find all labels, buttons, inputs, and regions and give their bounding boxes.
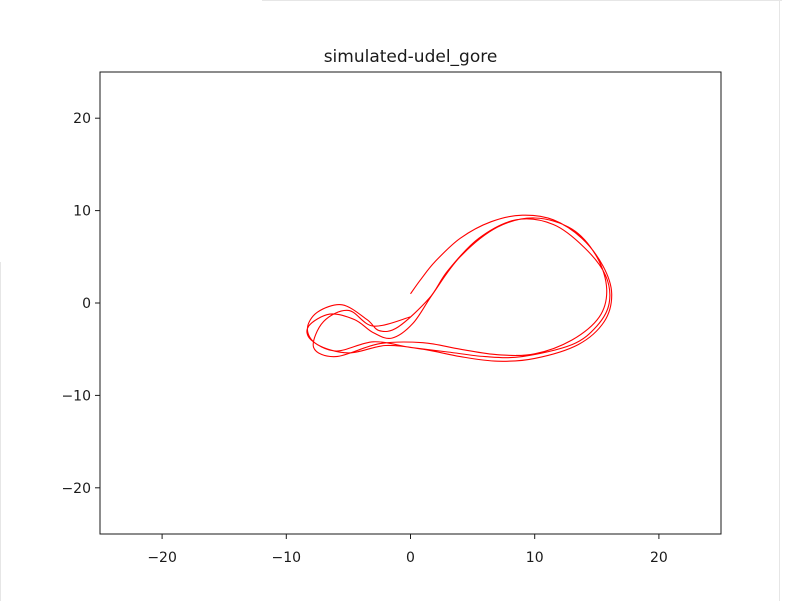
y-tick-label: 20	[73, 111, 91, 127]
plot-area	[99, 71, 722, 535]
window-edge-left	[0, 262, 1, 601]
x-tick-label: 10	[526, 550, 544, 566]
y-tick-label: 0	[82, 296, 91, 312]
chart-title: simulated-udel_gore	[324, 47, 498, 67]
x-axis: −20 −10 0 10 20	[147, 534, 668, 566]
trajectory-line	[306, 214, 613, 362]
series-layer	[306, 214, 613, 362]
window-edge-top	[262, 0, 782, 1]
y-tick-label: 10	[73, 204, 91, 220]
y-tick-label: −20	[61, 481, 91, 497]
x-tick-label: −20	[147, 550, 177, 566]
y-tick-label: −10	[61, 388, 91, 404]
x-tick-label: 20	[650, 550, 668, 566]
axes-frame	[99, 71, 722, 535]
x-tick-label: 0	[406, 550, 415, 566]
y-axis: −20 −10 0 10 20	[61, 111, 100, 497]
x-tick-label: −10	[272, 550, 302, 566]
window-edge-right	[779, 0, 780, 601]
